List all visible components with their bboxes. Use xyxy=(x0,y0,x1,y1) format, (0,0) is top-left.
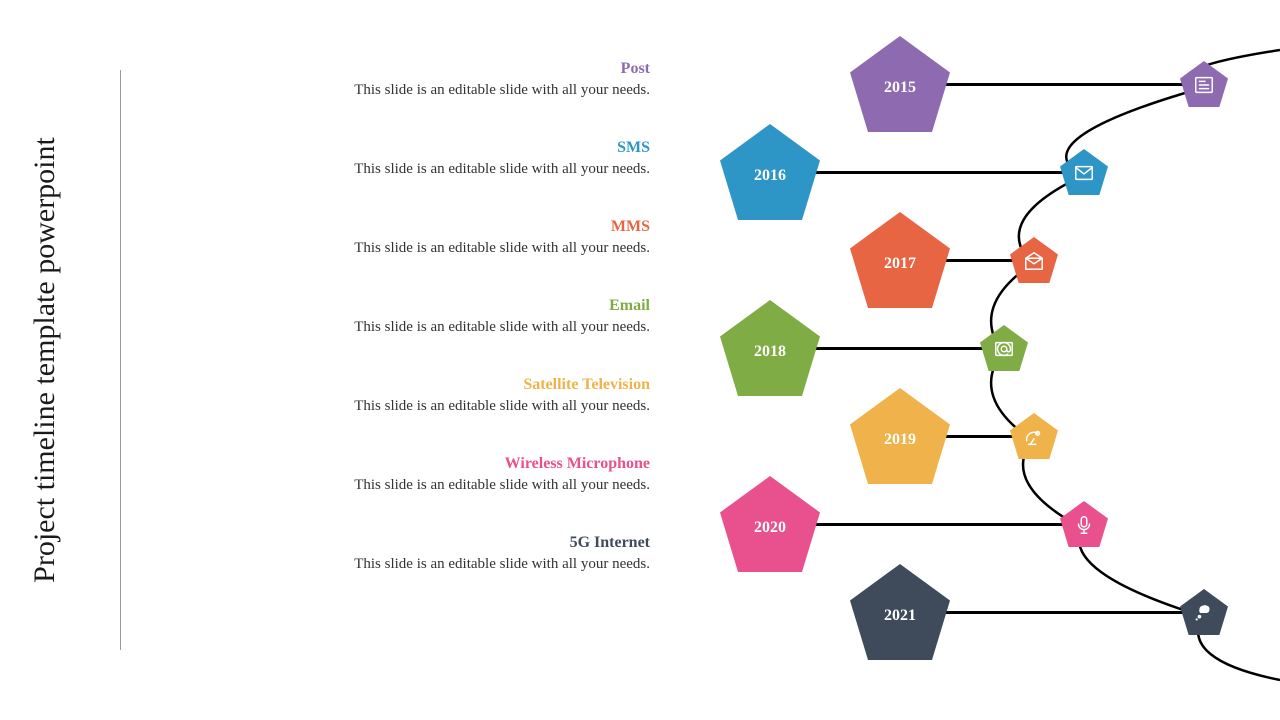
item-label: Post xyxy=(140,60,650,78)
item-label: 5G Internet xyxy=(140,534,650,552)
text-column: Post This slide is an editable slide wit… xyxy=(140,60,650,613)
year-pentagon: 2017 xyxy=(850,212,950,308)
item-desc: This slide is an editable slide with all… xyxy=(140,82,650,99)
mail-open-icon xyxy=(1010,237,1058,283)
item-5g: 5G Internet This slide is an editable sl… xyxy=(140,534,650,573)
newspaper-icon xyxy=(1180,61,1228,107)
envelope-icon xyxy=(1060,149,1108,195)
item-label: Satellite Television xyxy=(140,376,650,394)
item-desc: This slide is an editable slide with all… xyxy=(140,240,650,257)
item-microphone: Wireless Microphone This slide is an edi… xyxy=(140,455,650,494)
item-desc: This slide is an editable slide with all… xyxy=(140,398,650,415)
year-pentagon: 2020 xyxy=(720,476,820,572)
slide-title: Project timeline template powerpoint xyxy=(27,80,63,640)
year-pentagon: 2015 xyxy=(850,36,950,132)
year-pentagon: 2018 xyxy=(720,300,820,396)
item-satellite: Satellite Television This slide is an ed… xyxy=(140,376,650,415)
item-desc: This slide is an editable slide with all… xyxy=(140,319,650,336)
item-sms: SMS This slide is an editable slide with… xyxy=(140,139,650,178)
item-label: Email xyxy=(140,297,650,315)
item-label: Wireless Microphone xyxy=(140,455,650,473)
item-desc: This slide is an editable slide with all… xyxy=(140,161,650,178)
thought-icon xyxy=(1180,589,1228,635)
item-desc: This slide is an editable slide with all… xyxy=(140,477,650,494)
timeline-diagram: 2015 2016 2017 2018 2019 2020 2021 xyxy=(680,0,1280,720)
item-desc: This slide is an editable slide with all… xyxy=(140,556,650,573)
year-pentagon: 2019 xyxy=(850,388,950,484)
item-label: MMS xyxy=(140,218,650,236)
item-label: SMS xyxy=(140,139,650,157)
item-mms: MMS This slide is an editable slide with… xyxy=(140,218,650,257)
item-email: Email This slide is an editable slide wi… xyxy=(140,297,650,336)
satellite-icon xyxy=(1010,413,1058,459)
vertical-divider xyxy=(120,70,121,650)
item-post: Post This slide is an editable slide wit… xyxy=(140,60,650,99)
year-pentagon: 2016 xyxy=(720,124,820,220)
year-pentagon: 2021 xyxy=(850,564,950,660)
microphone-icon xyxy=(1060,501,1108,547)
at-mail-icon xyxy=(980,325,1028,371)
